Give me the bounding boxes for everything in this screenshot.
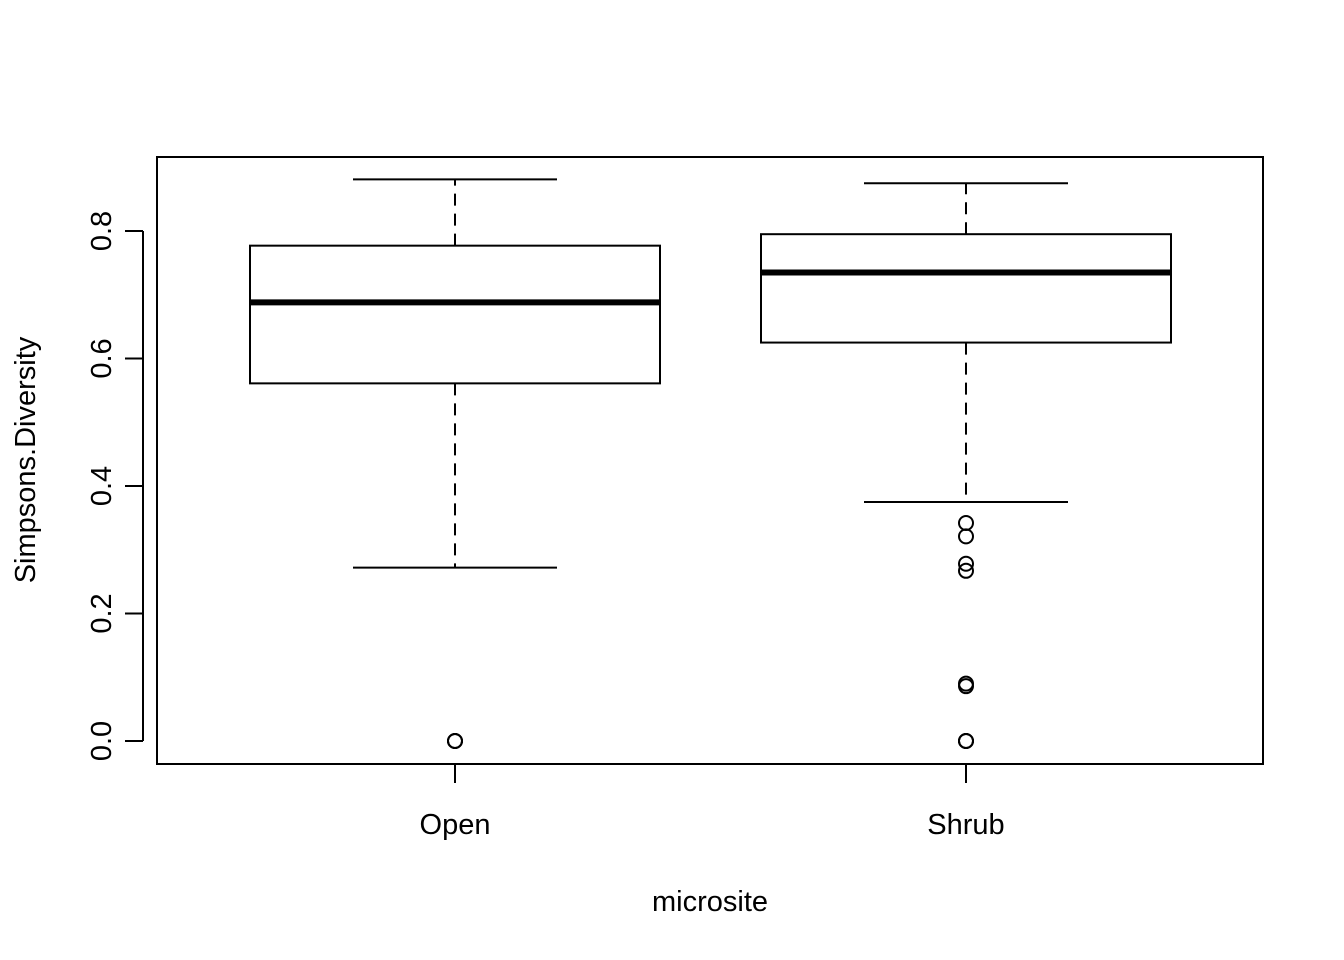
x-tick-label: Open [420,809,491,841]
y-tick-label: 0.4 [86,466,118,506]
plot-area-frame [156,156,1264,765]
outlier-point [958,514,974,531]
y-tick-label: 0.6 [86,338,118,378]
iqr-box [760,233,1172,344]
y-axis: 0.0 0.2 0.4 0.6 0.8 [86,211,144,761]
outlier-point [958,555,974,572]
outlier-point [958,733,974,749]
outlier-point [447,733,463,749]
box-series [249,178,1172,749]
box-group-shrub [760,182,1172,749]
outlier-point [958,562,974,579]
outlier-point [958,528,974,545]
x-axis: Open Shrub [420,764,1005,841]
outlier-point [958,678,974,695]
x-axis-label: microsite [652,886,768,918]
box-group-open [249,178,661,749]
y-tick-label: 0.0 [86,721,118,761]
x-tick-label: Shrub [927,809,1004,841]
y-tick-label: 0.2 [86,593,118,633]
iqr-box [249,244,661,385]
y-tick-label: 0.8 [86,211,118,251]
y-axis-label: Simpsons.Diversity [10,336,42,583]
